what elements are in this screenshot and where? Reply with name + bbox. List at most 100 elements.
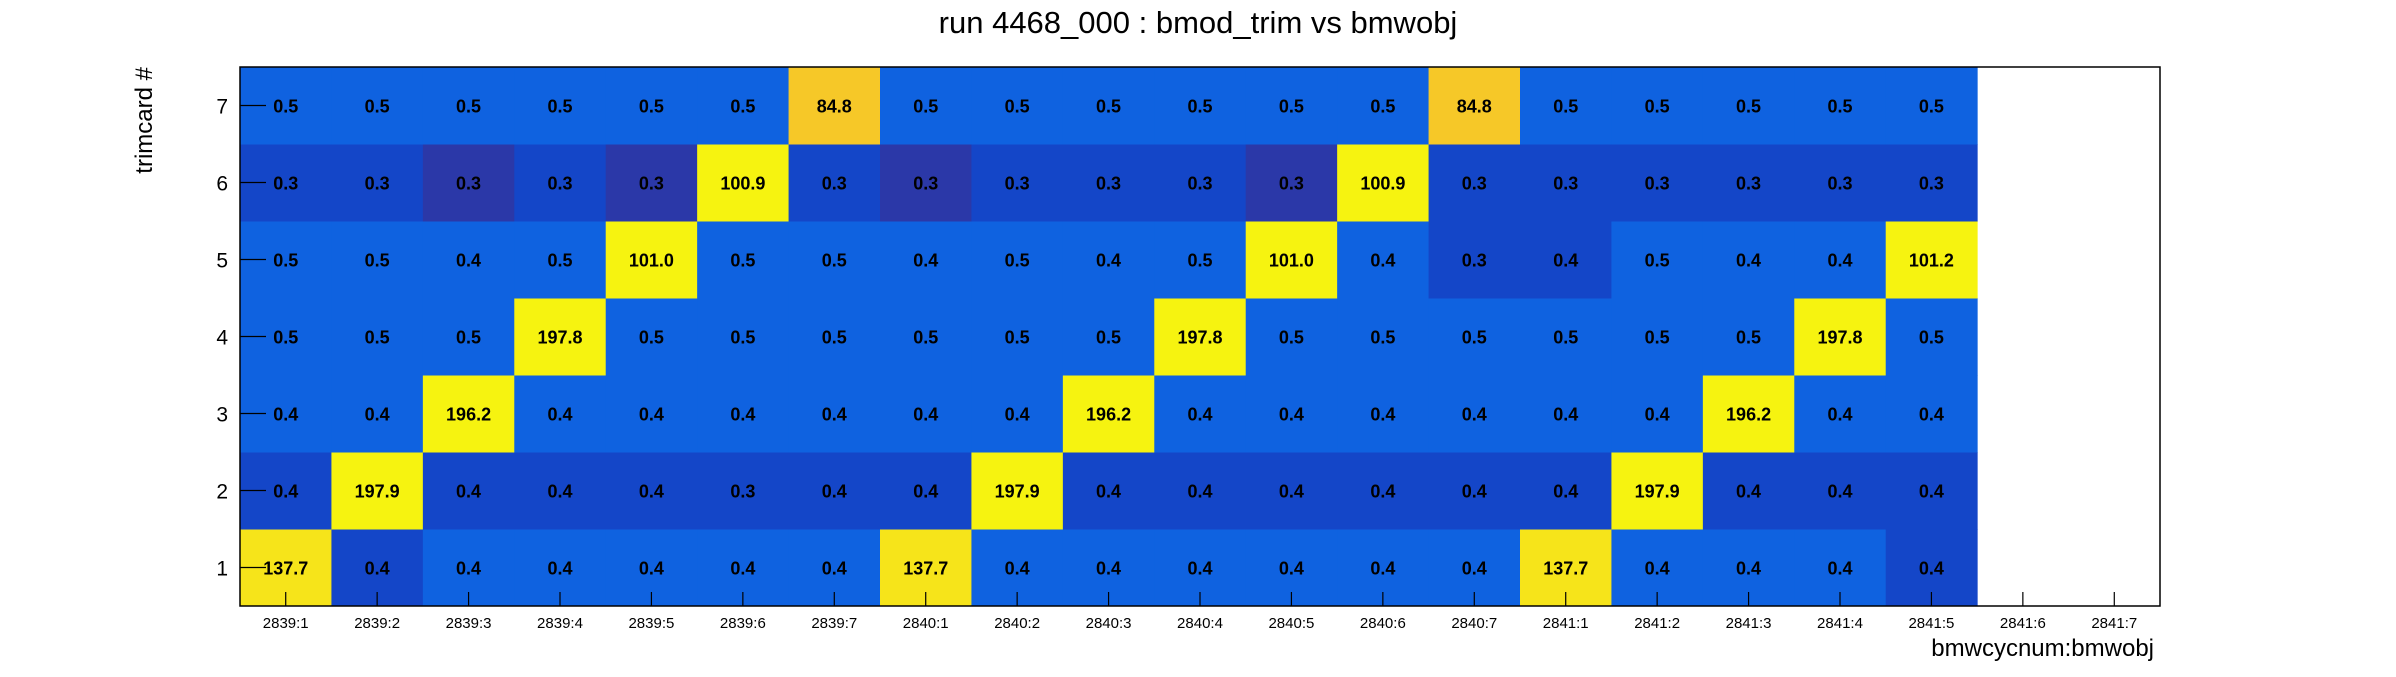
cell-value-label: 0.5 <box>730 251 755 271</box>
heatmap-cell <box>1702 452 1795 530</box>
x-tick-label: 2839:7 <box>811 615 857 632</box>
x-tick-label: 2840:7 <box>1451 615 1497 632</box>
cell-value-label: 0.5 <box>639 328 664 348</box>
cell-value-label: 0.4 <box>639 559 664 579</box>
cell-value-label: 0.4 <box>365 559 390 579</box>
cell-value-label: 0.4 <box>1005 405 1030 425</box>
heatmap-cell <box>422 298 515 376</box>
cell-value-label: 0.5 <box>730 328 755 348</box>
cell-value-label: 0.4 <box>456 482 481 502</box>
cell-value-label: 0.4 <box>1462 405 1487 425</box>
x-tick-label: 2841:7 <box>2091 615 2137 632</box>
cell-value-label: 0.5 <box>365 97 390 117</box>
heatmap-cell <box>422 144 515 222</box>
heatmap-cell <box>788 144 881 222</box>
cell-value-label: 0.4 <box>1553 405 1578 425</box>
cell-value-label: 0.4 <box>822 559 847 579</box>
cell-value-label: 0.4 <box>547 559 572 579</box>
heatmap-cell <box>697 375 790 453</box>
cell-value-label: 0.4 <box>730 559 755 579</box>
cell-value-label: 0.5 <box>913 328 938 348</box>
heatmap-cell <box>331 144 424 222</box>
heatmap-cell <box>1428 452 1521 530</box>
heatmap-cell <box>1428 221 1521 299</box>
cell-value-label: 0.4 <box>822 482 847 502</box>
cell-value-label: 101.2 <box>1909 251 1954 271</box>
cell-value-label: 0.4 <box>1553 251 1578 271</box>
heatmap-cell <box>1794 375 1887 453</box>
cell-value-label: 0.3 <box>1919 174 1944 194</box>
heatmap-cell <box>1245 67 1338 145</box>
heatmap-cell <box>1337 221 1430 299</box>
heatmap-cell <box>514 298 607 376</box>
cell-value-label: 0.4 <box>639 482 664 502</box>
cell-value-label: 0.5 <box>273 251 298 271</box>
cell-value-label: 0.4 <box>1370 559 1395 579</box>
y-tick-label: 6 <box>216 173 228 196</box>
heatmap-cell <box>880 144 972 222</box>
heatmap-cell <box>1520 298 1612 376</box>
cell-value-label: 0.4 <box>1553 482 1578 502</box>
cell-value-label: 0.5 <box>456 97 481 117</box>
cell-value-label: 197.9 <box>1635 482 1680 502</box>
cell-value-label: 0.5 <box>1645 328 1670 348</box>
heatmap-cell <box>1611 67 1704 145</box>
cell-value-label: 0.5 <box>1005 328 1030 348</box>
heatmap-cell <box>880 452 972 530</box>
heatmap-cell <box>1885 375 1978 453</box>
heatmap-cell <box>788 221 881 299</box>
heatmap-cell <box>514 452 607 530</box>
cell-value-label: 137.7 <box>903 559 948 579</box>
cell-value-label: 0.5 <box>822 251 847 271</box>
cell-value-label: 0.3 <box>273 174 298 194</box>
heatmap-cell <box>1794 144 1887 222</box>
cell-value-label: 0.4 <box>547 405 572 425</box>
heatmap-cell <box>697 67 790 145</box>
cell-value-label: 0.4 <box>1096 559 1121 579</box>
cell-value-label: 0.5 <box>1096 97 1121 117</box>
cell-value-label: 0.5 <box>547 251 572 271</box>
cell-value-label: 0.4 <box>1370 482 1395 502</box>
heatmap-cell <box>1885 221 1978 299</box>
heatmap-cell <box>1428 298 1521 376</box>
cell-value-label: 197.9 <box>995 482 1040 502</box>
cell-value-label: 0.4 <box>456 559 481 579</box>
heatmap-cell <box>1520 452 1612 530</box>
heatmap-cell <box>1520 221 1612 299</box>
cell-value-label: 0.4 <box>1645 559 1670 579</box>
heatmap-cell <box>1337 298 1430 376</box>
heatmap-cell <box>1885 452 1978 530</box>
cell-value-label: 0.5 <box>1187 97 1212 117</box>
heatmap-cell <box>331 298 424 376</box>
heatmap-cell <box>1245 452 1338 530</box>
heatmap-cell <box>1062 144 1155 222</box>
cell-value-label: 0.3 <box>365 174 390 194</box>
y-tick-label: 7 <box>216 96 228 119</box>
heatmap-cell <box>1794 452 1887 530</box>
heatmap-cell <box>1062 221 1155 299</box>
x-tick-label: 2840:1 <box>903 615 949 632</box>
cell-value-label: 0.3 <box>822 174 847 194</box>
cell-value-label: 0.4 <box>822 405 847 425</box>
cell-value-label: 0.4 <box>1919 559 1944 579</box>
heatmap-cell <box>1154 298 1247 376</box>
cell-value-label: 101.0 <box>1269 251 1314 271</box>
cell-value-label: 0.4 <box>1370 251 1395 271</box>
cell-value-label: 197.8 <box>1817 328 1862 348</box>
cell-value-label: 0.3 <box>1187 174 1212 194</box>
cell-value-label: 0.4 <box>1096 251 1121 271</box>
x-tick-label: 2839:2 <box>354 615 400 632</box>
cell-value-label: 0.5 <box>1279 97 1304 117</box>
cell-value-label: 0.5 <box>1553 328 1578 348</box>
cell-value-label: 0.4 <box>1919 482 1944 502</box>
cell-value-label: 0.4 <box>1370 405 1395 425</box>
cell-value-label: 196.2 <box>446 405 491 425</box>
heatmap-cell <box>514 375 607 453</box>
cell-value-label: 0.4 <box>913 482 938 502</box>
y-tick-label: 1 <box>216 558 228 581</box>
cell-value-label: 0.4 <box>913 405 938 425</box>
cell-value-label: 0.5 <box>1279 328 1304 348</box>
x-axis-title: bmwcycnum:bmwobj <box>1931 635 2154 662</box>
y-tick-label: 3 <box>216 404 228 427</box>
